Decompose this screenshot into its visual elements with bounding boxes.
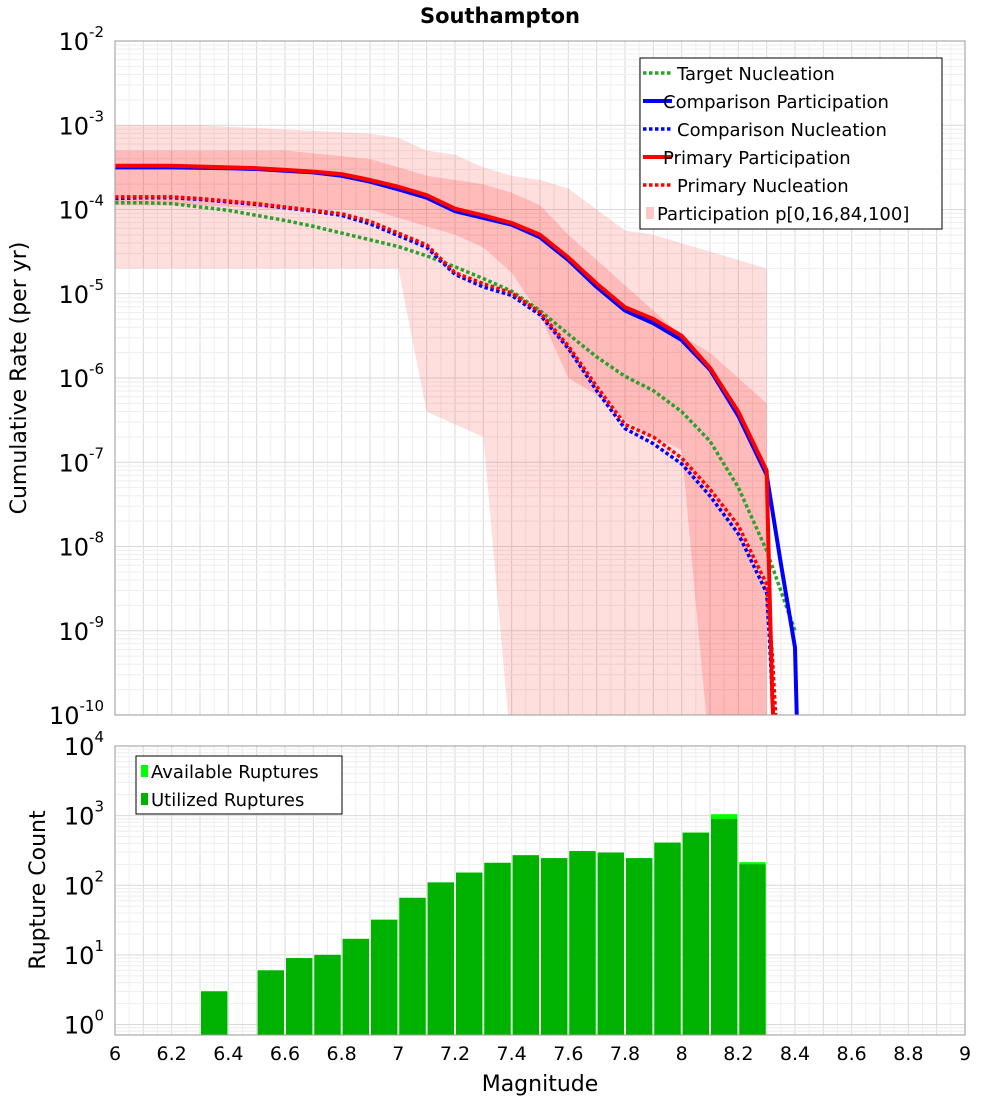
x-tick-label: 7.4: [497, 1043, 527, 1065]
bar-utilized-ruptures: [512, 855, 539, 1035]
bottom-plot-frame: [114, 745, 966, 1036]
top-y-tick-label: 10-8: [58, 529, 104, 562]
chart-title: Southampton: [420, 4, 580, 28]
top-y-tick-label: 10-9: [58, 613, 104, 646]
series-line-primary-participation: [115, 163, 776, 715]
top-y-tick-label: 10-2: [58, 23, 104, 56]
top-legend-box: [639, 57, 943, 230]
top-plot-frame: [114, 40, 966, 716]
top-y-tick-label: 10-4: [58, 192, 104, 225]
x-tick-label: 8.8: [893, 1043, 923, 1065]
bar-utilized-ruptures: [399, 897, 426, 1035]
legend-label: Primary Participation: [663, 148, 851, 169]
x-tick-label: 7: [392, 1043, 404, 1065]
legend-label: Primary Nucleation: [677, 176, 849, 197]
x-tick-label: 8.4: [780, 1043, 810, 1065]
bottom-gridlines: [115, 746, 965, 1035]
top-y-tick-labels: 10-2 10-3 10-4 10-5 10-6 10-7 10-8 10-9 10-10: [49, 23, 104, 730]
x-tick-label: 7.8: [610, 1043, 640, 1065]
bottom-legend: Available Ruptures Utilized Ruptures: [135, 755, 343, 815]
bar-utilized-ruptures: [456, 872, 483, 1035]
legend-label: Participation p[0,16,84,100]: [657, 204, 909, 225]
bottom-y-tick-label: 104: [64, 728, 104, 761]
rate-curves: [115, 163, 799, 715]
bar-utilized-ruptures: [654, 842, 681, 1035]
bar-utilized-ruptures: [201, 991, 228, 1035]
top-gridlines: [115, 41, 965, 715]
bar-utilized-ruptures: [597, 852, 624, 1035]
bar-utilized-ruptures: [711, 818, 738, 1035]
series-line-comparison-nucleation: [115, 195, 775, 715]
cumulative-rate-plot: 10-2 10-3 10-4 10-5 10-6 10-7 10-8 10-9 10-10 So…: [7, 4, 966, 730]
legend-swatch: [141, 765, 148, 777]
top-y-tick-label: 10-7: [58, 444, 104, 477]
x-tick-label: 8: [676, 1043, 688, 1065]
top-y-tick-label: 10-3: [58, 107, 104, 140]
x-tick-label: 9: [959, 1043, 971, 1065]
bottom-y-tick-label: 103: [64, 798, 104, 831]
bottom-y-axis-label: Rupture Count: [26, 810, 51, 970]
legend-label: Target Nucleation: [676, 64, 835, 85]
bottom-y-tick-labels: 104 103 102 101 100: [64, 728, 104, 1040]
top-y-tick-label: 10-5: [58, 276, 104, 309]
x-tick-label: 7.2: [440, 1043, 470, 1065]
x-tick-label: 6.6: [270, 1043, 300, 1065]
series-line-target-nucleation: [115, 201, 797, 632]
top-y-axis-label: Cumulative Rate (per yr): [7, 242, 32, 515]
bottom-y-tick-label: 101: [64, 937, 104, 970]
top-legend: Target Nucleation Comparison Participatio…: [639, 57, 943, 230]
x-tick-labels: 6 6.2 6.4 6.6 6.8 7 7.2 7.4 7.6 7.8 8 8.2 8.4 8.6 8.8 9: [109, 1043, 971, 1065]
x-tick-label: 6.2: [157, 1043, 187, 1065]
rupture-bars: [201, 814, 766, 1035]
bar-utilized-ruptures: [484, 862, 511, 1035]
bar-utilized-ruptures: [626, 858, 653, 1035]
bar-utilized-ruptures: [541, 858, 568, 1035]
legend-label: Comparison Participation: [663, 92, 889, 113]
legend-swatch: [646, 207, 654, 219]
bottom-legend-box: [135, 755, 343, 815]
x-tick-label: 7.6: [553, 1043, 583, 1065]
legend-label: Comparison Nucleation: [677, 120, 887, 141]
legend-swatch: [141, 793, 148, 805]
series-line-primary-nucleation: [115, 195, 778, 715]
bar-utilized-ruptures: [371, 919, 398, 1035]
x-tick-label: 6.4: [213, 1043, 243, 1065]
bottom-y-tick-label: 102: [64, 867, 104, 900]
bar-utilized-ruptures: [427, 882, 454, 1035]
bar-utilized-ruptures: [257, 970, 284, 1035]
x-tick-label: 6: [109, 1043, 121, 1065]
top-y-tick-label: 10-10: [49, 697, 104, 730]
bar-utilized-ruptures: [682, 832, 709, 1035]
x-tick-label: 8.2: [723, 1043, 753, 1065]
x-tick-label: 8.6: [837, 1043, 867, 1065]
bar-utilized-ruptures: [739, 864, 766, 1035]
bar-utilized-ruptures: [314, 954, 341, 1035]
bottom-y-tick-label: 100: [64, 1007, 104, 1040]
legend-label: Utilized Ruptures: [151, 790, 304, 811]
top-y-tick-label: 10-6: [58, 360, 104, 393]
bar-utilized-ruptures: [569, 851, 596, 1035]
x-tick-label: 6.8: [327, 1043, 357, 1065]
legend-label: Available Ruptures: [151, 762, 319, 783]
bar-utilized-ruptures: [342, 938, 369, 1035]
participation-band-outer: [115, 125, 767, 715]
rupture-count-plot: 104 103 102 101 100 6 6.2 6.4 6.6 6.8 7 7.2 7.4 7.6 7…: [26, 728, 971, 1097]
x-axis-label: Magnitude: [482, 1072, 599, 1097]
bar-utilized-ruptures: [286, 958, 313, 1035]
